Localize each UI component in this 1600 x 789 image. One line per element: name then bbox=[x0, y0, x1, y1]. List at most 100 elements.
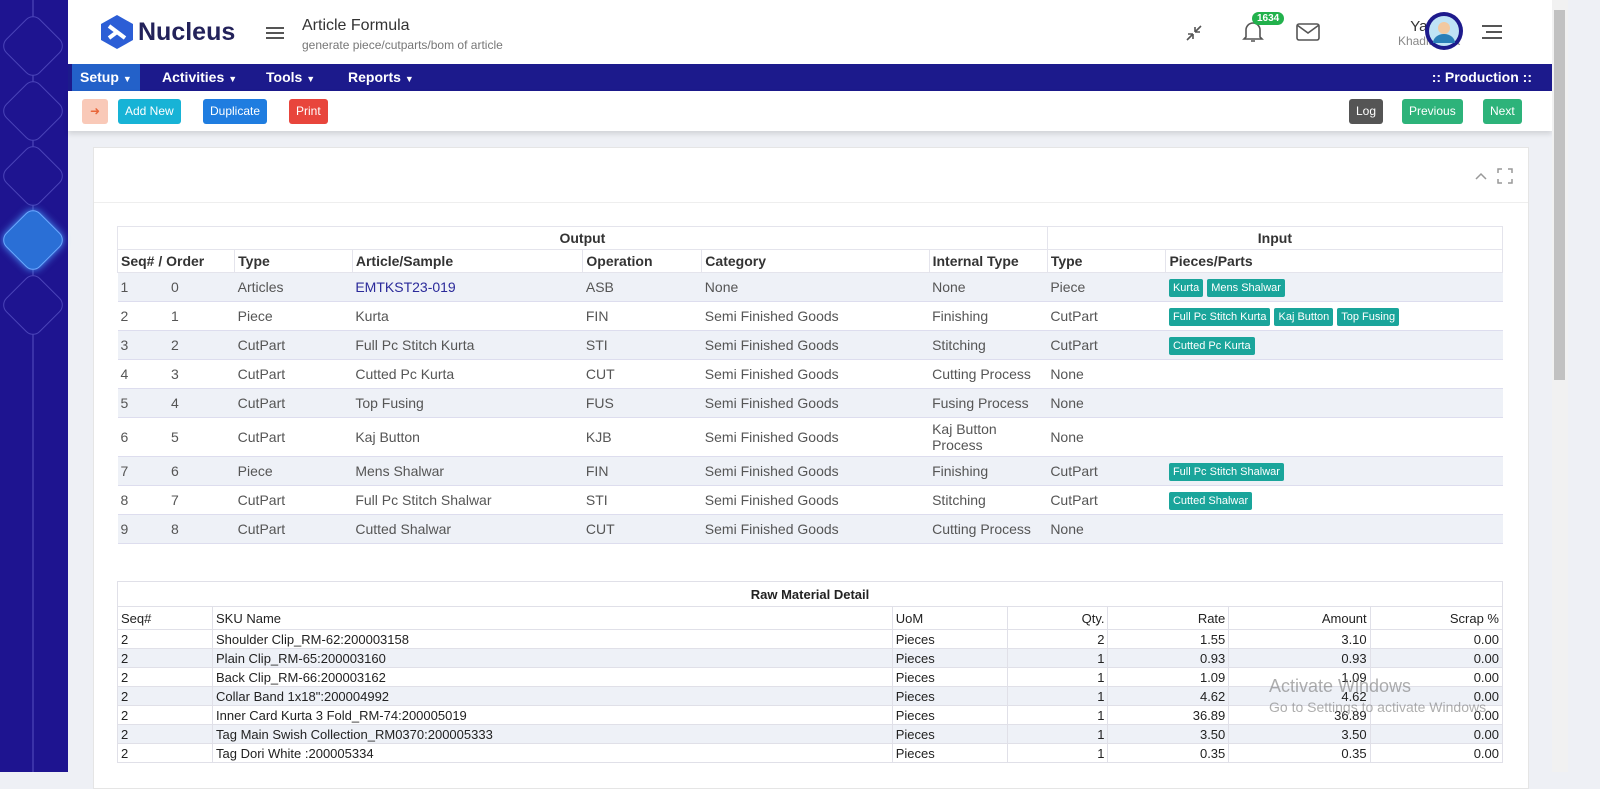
cell: CutPart bbox=[1047, 456, 1166, 486]
sidebar-icon[interactable] bbox=[0, 77, 67, 145]
nav-item[interactable]: Tools ▼ bbox=[258, 64, 323, 91]
part-tag[interactable]: Cutted Pc Kurta bbox=[1168, 336, 1255, 355]
sidebar-icon[interactable] bbox=[0, 12, 67, 80]
parts-cell: Kurta Mens Shalwar bbox=[1165, 272, 1503, 302]
logo-text: Nucleus bbox=[138, 17, 236, 46]
order: 3 bbox=[170, 366, 179, 382]
input-type: CutPart bbox=[1050, 463, 1098, 479]
cell: 2 bbox=[1007, 629, 1109, 649]
card: Output Input Seq# / Order Type Article/Sampl… bbox=[93, 147, 1529, 789]
column-header: Internal Type bbox=[928, 249, 1048, 273]
part-tag[interactable]: Cutted Shalwar bbox=[1168, 491, 1253, 510]
cell: Articles bbox=[234, 272, 353, 302]
sidebar-icon[interactable] bbox=[0, 271, 67, 339]
part-tag[interactable]: Full Pc Stitch Shalwar bbox=[1168, 462, 1284, 481]
article: Cutted Shalwar bbox=[355, 521, 452, 537]
category: Semi Finished Goods bbox=[704, 337, 839, 353]
output-row: 8 7 CutPart Full Pc Stitch Shalwar STI Semi F… bbox=[117, 485, 1503, 515]
back-button[interactable]: ➜ bbox=[82, 99, 109, 124]
category: Semi Finished Goods bbox=[704, 308, 839, 324]
article[interactable]: EMTKST23-019 bbox=[355, 279, 456, 295]
cell: 6 bbox=[167, 456, 235, 486]
toolbar-button[interactable]: Add New bbox=[118, 99, 181, 124]
column-header: Article/Sample bbox=[351, 249, 584, 273]
page: Article Formula html,body{margin:0;paddi… bbox=[0, 0, 1565, 789]
sidebar-icon[interactable] bbox=[0, 142, 67, 210]
options-icon[interactable] bbox=[1482, 25, 1502, 39]
seq: 8 bbox=[120, 492, 129, 508]
menu-icon[interactable] bbox=[266, 26, 284, 40]
cell: FIN bbox=[582, 301, 702, 331]
article: Kaj Button bbox=[355, 429, 420, 445]
cell: 3.50 bbox=[1107, 724, 1230, 744]
toolbar-button[interactable]: Next bbox=[1483, 99, 1522, 124]
type: Articles bbox=[237, 279, 284, 295]
part-tag[interactable]: Kurta bbox=[1168, 278, 1204, 297]
material-row: 2 Collar Band 1x18":200004992 Pieces 1 4.62 4… bbox=[116, 686, 1504, 706]
cell: 0 bbox=[167, 272, 235, 302]
nav-item[interactable]: Reports ▼ bbox=[340, 64, 422, 91]
mail-icon[interactable] bbox=[1296, 23, 1320, 41]
article: Kurta bbox=[355, 308, 389, 324]
part-tag[interactable]: Top Fusing bbox=[1337, 307, 1400, 326]
output-row: 2 1 Piece Kurta FIN Semi Finished Goods Finish… bbox=[117, 301, 1503, 331]
category: None bbox=[704, 279, 739, 295]
cell: Piece bbox=[1047, 272, 1166, 302]
type: CutPart bbox=[237, 337, 286, 353]
input-type: CutPart bbox=[1050, 492, 1098, 508]
seq: 1 bbox=[120, 279, 129, 295]
toolbar-button[interactable]: Previous bbox=[1402, 99, 1463, 124]
operation: KJB bbox=[585, 429, 612, 445]
toolbar-button[interactable]: Print bbox=[289, 99, 328, 124]
cell: 0.93 bbox=[1228, 648, 1371, 668]
cell: 5 bbox=[167, 417, 235, 457]
cell: CutPart bbox=[234, 514, 353, 544]
input-type: None bbox=[1050, 395, 1084, 411]
avatar[interactable] bbox=[1424, 11, 1464, 51]
internal-type: Stitching bbox=[932, 337, 986, 353]
cell: 0.93 bbox=[1107, 648, 1230, 668]
cell: Semi Finished Goods bbox=[701, 330, 930, 360]
logo[interactable]: Nucleus bbox=[100, 14, 235, 50]
output-row: 7 6 Piece Mens Shalwar FIN Semi Finished Good… bbox=[117, 456, 1503, 486]
cell: 3 bbox=[117, 330, 168, 360]
internal-type: Kaj Button Process bbox=[932, 421, 997, 453]
internal-type: Finishing bbox=[932, 463, 989, 479]
nav-item[interactable]: Setup ▼ bbox=[72, 64, 140, 91]
sidebar-icon[interactable] bbox=[0, 206, 67, 274]
page-subtitle: generate piece/cutparts/bom of article bbox=[302, 38, 503, 52]
cell: 0.35 bbox=[1107, 743, 1230, 763]
scrollbar-thumb[interactable] bbox=[1554, 10, 1565, 380]
category: Semi Finished Goods bbox=[704, 492, 839, 508]
cell: STI bbox=[582, 330, 702, 360]
toolbar-button[interactable]: Duplicate bbox=[203, 99, 268, 124]
type: Piece bbox=[237, 463, 273, 479]
cell: 7 bbox=[167, 485, 235, 515]
part-tag[interactable]: Kaj Button bbox=[1274, 307, 1334, 326]
seq: 6 bbox=[120, 429, 129, 445]
cell: ASB bbox=[582, 272, 702, 302]
parts-cell: Cutted Shalwar bbox=[1165, 485, 1503, 515]
category: Semi Finished Goods bbox=[704, 521, 839, 537]
nav-item[interactable]: Activities ▼ bbox=[154, 64, 245, 91]
cell: KJB bbox=[582, 417, 702, 457]
operation: STI bbox=[585, 492, 608, 508]
article: Cutted Pc Kurta bbox=[355, 366, 455, 382]
cell: 1.09 bbox=[1107, 667, 1230, 687]
operation: FIN bbox=[585, 463, 609, 479]
toolbar-button[interactable]: Log bbox=[1349, 99, 1384, 124]
cell: Collar Band 1x18":200004992 bbox=[212, 686, 893, 706]
order: 6 bbox=[170, 463, 179, 479]
part-tag[interactable]: Mens Shalwar bbox=[1207, 278, 1285, 297]
input-type: Piece bbox=[1050, 279, 1086, 295]
cell: 3.10 bbox=[1228, 629, 1371, 649]
cell: 2 bbox=[167, 330, 235, 360]
column-header: Operation bbox=[582, 249, 703, 273]
cell: Back Clip_RM-66:200003162 bbox=[212, 667, 893, 687]
part-tag[interactable]: Full Pc Stitch Kurta bbox=[1168, 307, 1271, 326]
collapse-icon[interactable] bbox=[1185, 24, 1203, 42]
table-body: 1 0 Articles EMTKST23-019 ASB None None Piece Ku… bbox=[117, 272, 1503, 544]
parts-cell: Full Pc Stitch Shalwar bbox=[1165, 456, 1503, 486]
card-tools[interactable] bbox=[1474, 168, 1514, 184]
cell: Cutted Pc Kurta bbox=[352, 359, 583, 389]
